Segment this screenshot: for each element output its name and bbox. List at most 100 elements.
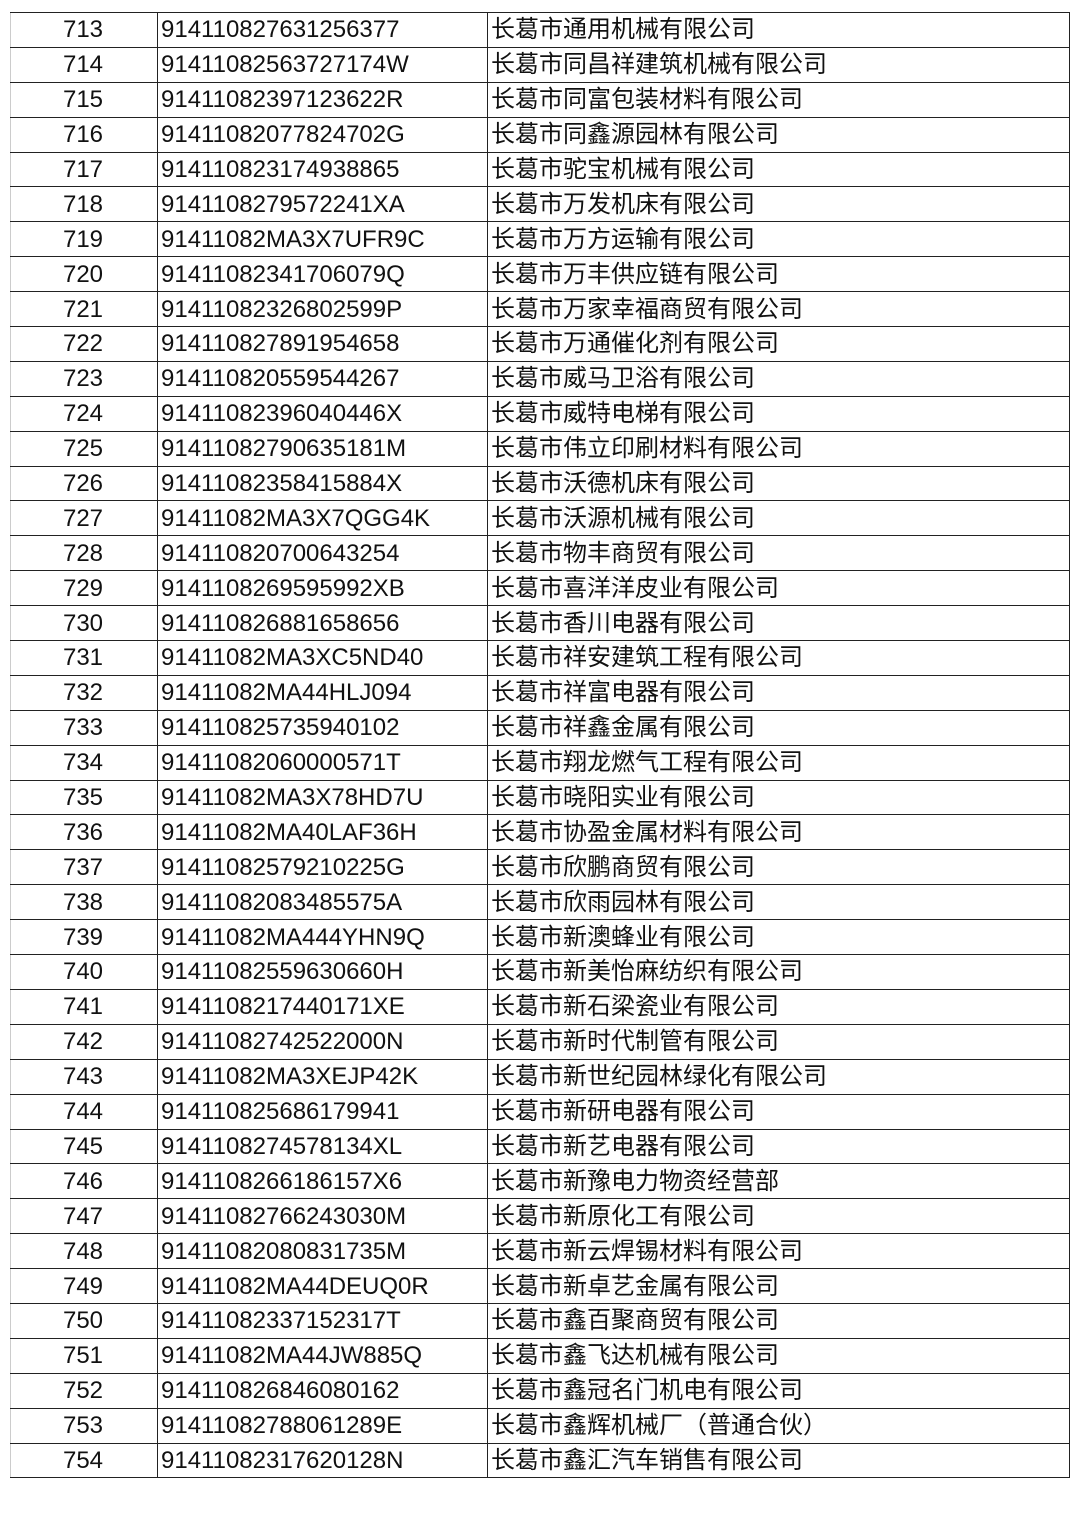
table-row: 713 91411082763125637​7 长葛市通用机械有限公司	[10, 12, 1070, 48]
row-number-cell: 739	[10, 919, 158, 956]
table-row: 750 91411082337152317T 长葛市鑫百聚商贸有限公司	[10, 1302, 1070, 1339]
row-number-cell: 753	[10, 1407, 158, 1444]
company-name-cell: 长葛市驼宝机械有限公司	[487, 151, 1070, 188]
row-number-cell: 754	[10, 1442, 158, 1479]
credit-code-cell: 91411082396040446X	[157, 395, 488, 432]
company-name-cell: 长葛市新云焊锡材料有限公司	[487, 1233, 1070, 1270]
company-name-cell: 长葛市鑫飞达机械有限公司	[487, 1337, 1070, 1374]
company-name-cell: 长葛市新研电器有限公司	[487, 1093, 1070, 1130]
company-name-cell: 长葛市协盈金属材料有限公司	[487, 814, 1070, 851]
company-name-cell: 长葛市新时代制管有限公司	[487, 1023, 1070, 1060]
credit-code-cell: 91411082358415884X	[157, 465, 488, 502]
credit-code-cell: 914110826846080162	[157, 1372, 488, 1409]
table-row: 725 91411082790635181M 长葛市伟立印刷材料有限公司	[10, 430, 1070, 467]
company-name-cell: 长葛市威马卫浴有限公司	[487, 360, 1070, 397]
table-row: 728 914110820700643254 长葛市物丰商贸有限公司	[10, 535, 1070, 572]
table-row: 732 91411082MA44HLJ094 长葛市祥富电器有限公司	[10, 674, 1070, 711]
table-row: 726 91411082358415884X 长葛市沃德机床有限公司	[10, 465, 1070, 502]
table-row: 715 91411082397123622R 长葛市同富包装材料有限公司	[10, 81, 1070, 118]
credit-code-cell: 91411082MA444YHN9Q	[157, 919, 488, 956]
row-number-cell: 748	[10, 1233, 158, 1270]
credit-code-cell: 914110825686179941	[157, 1093, 488, 1130]
credit-code-cell: 91411082MA3X7UFR9C	[157, 221, 488, 258]
credit-code-cell: 91411082MA3X78HD7U	[157, 779, 488, 816]
credit-code-cell: 9141108266186157X6	[157, 1163, 488, 1200]
company-name-cell: 长葛市万丰供应链有限公司	[487, 256, 1070, 293]
row-number-cell: 727	[10, 500, 158, 537]
credit-code-cell: 91411082MA3XEJP42K	[157, 1058, 488, 1095]
table-row: 719 91411082MA3X7UFR9C 长葛市万方运输有限公司	[10, 221, 1070, 258]
row-number-cell: 730	[10, 605, 158, 642]
company-name-cell: 长葛市新豫电力物资经营部	[487, 1163, 1070, 1200]
company-name-cell: 长葛市鑫辉机械厂（普通合伙）	[487, 1407, 1070, 1444]
row-number-cell: 728	[10, 535, 158, 572]
credit-code-cell: 91411082766243030M	[157, 1198, 488, 1235]
credit-code-cell: 91411082MA44JW885Q	[157, 1337, 488, 1374]
credit-code-cell: 91411082060000571T	[157, 744, 488, 781]
table-row: 751 91411082MA44JW885Q 长葛市鑫飞达机械有限公司	[10, 1337, 1070, 1374]
table-row: 738 91411082083485575A 长葛市欣雨园林有限公司	[10, 884, 1070, 921]
credit-code-cell: 914110820700643254	[157, 535, 488, 572]
row-number-cell: 719	[10, 221, 158, 258]
credit-code-cell: 91411082790635181M	[157, 430, 488, 467]
table-row: 723 914110820559544267 长葛市威马卫浴有限公司	[10, 360, 1070, 397]
credit-code-cell: 914110827891954658	[157, 326, 488, 362]
table-row: 735 91411082MA3X78HD7U 长葛市晓阳实业有限公司	[10, 779, 1070, 816]
table-row: 740 91411082559630660H 长葛市新美怡麻纺织有限公司	[10, 954, 1070, 990]
table-row: 730 914110826881658656 长葛市香川电器有限公司	[10, 605, 1070, 642]
row-number-cell: 734	[10, 744, 158, 781]
credit-code-cell: 91411082317620128N	[157, 1442, 488, 1479]
credit-code-cell: 91411082MA3X7QGG4K	[157, 500, 488, 537]
table-row: 736 91411082MA40LAF36H 长葛市协盈金属材料有限公司	[10, 814, 1070, 851]
credit-code-cell: 91411082MA40LAF36H	[157, 814, 488, 851]
company-name-cell: 长葛市翔龙燃气工程有限公司	[487, 744, 1070, 781]
company-name-cell: 长葛市香川电器有限公司	[487, 605, 1070, 642]
credit-code-cell: 914110825735940102	[157, 709, 488, 746]
credit-code-cell: 9141108269595992XB	[157, 570, 488, 607]
company-name-cell: 长葛市新美怡麻纺织有限公司	[487, 954, 1070, 990]
table-row: 724 91411082396040446X 长葛市威特电梯有限公司	[10, 395, 1070, 432]
company-name-cell: 长葛市同富包装材料有限公司	[487, 81, 1070, 118]
row-number-cell: 713	[10, 12, 158, 48]
table-row: 753 91411082788061289E 长葛市鑫辉机械厂（普通合伙）	[10, 1407, 1070, 1444]
table-row: 727 91411082MA3X7QGG4K 长葛市沃源机械有限公司	[10, 500, 1070, 537]
company-name-cell: 长葛市同鑫源园林有限公司	[487, 116, 1070, 153]
row-number-cell: 741	[10, 988, 158, 1025]
row-number-cell: 731	[10, 640, 158, 676]
company-registry-table: 713 91411082763125637​7 长葛市通用机械有限公司 714 9141…	[10, 12, 1070, 1479]
row-number-cell: 742	[10, 1023, 158, 1060]
company-name-cell: 长葛市通用机械有限公司	[487, 12, 1070, 48]
table-row: 745 9141108274578134XL 长葛市新艺电器有限公司	[10, 1128, 1070, 1165]
row-number-cell: 743	[10, 1058, 158, 1095]
company-name-cell: 长葛市新艺电器有限公司	[487, 1128, 1070, 1165]
table-row: 739 91411082MA444YHN9Q 长葛市新澳蜂业有限公司	[10, 919, 1070, 956]
credit-code-cell: 9141108274578134XL	[157, 1128, 488, 1165]
row-number-cell: 714	[10, 46, 158, 83]
row-number-cell: 716	[10, 116, 158, 153]
table-row: 754 91411082317620128N 长葛市鑫汇汽车销售有限公司	[10, 1442, 1070, 1479]
table-row: 742 91411082742522000N 长葛市新时代制管有限公司	[10, 1023, 1070, 1060]
company-name-cell: 长葛市万家幸福商贸有限公司	[487, 291, 1070, 328]
company-name-cell: 长葛市物丰商贸有限公司	[487, 535, 1070, 572]
company-name-cell: 长葛市祥安建筑工程有限公司	[487, 640, 1070, 676]
credit-code-cell: 91411082397123622R	[157, 81, 488, 118]
credit-code-cell: 914110826881658656	[157, 605, 488, 642]
credit-code-cell: 91411082080831735M	[157, 1233, 488, 1270]
table-row: 746 9141108266186157X6 长葛市新豫电力物资经营部	[10, 1163, 1070, 1200]
table-row: 748 91411082080831735M 长葛市新云焊锡材料有限公司	[10, 1233, 1070, 1270]
company-name-cell: 长葛市鑫冠名门机电有限公司	[487, 1372, 1070, 1409]
row-number-cell: 747	[10, 1198, 158, 1235]
company-name-cell: 长葛市鑫汇汽车销售有限公司	[487, 1442, 1070, 1479]
credit-code-cell: 91411082563727174W	[157, 46, 488, 83]
row-number-cell: 746	[10, 1163, 158, 1200]
row-number-cell: 744	[10, 1093, 158, 1130]
row-number-cell: 717	[10, 151, 158, 188]
company-name-cell: 长葛市喜洋洋皮业有限公司	[487, 570, 1070, 607]
row-number-cell: 729	[10, 570, 158, 607]
credit-code-cell: 9141108279572241XA	[157, 186, 488, 223]
company-name-cell: 长葛市威特电梯有限公司	[487, 395, 1070, 432]
table-row: 734 91411082060000571T 长葛市翔龙燃气工程有限公司	[10, 744, 1070, 781]
table-row: 720 91411082341706079Q 长葛市万丰供应链有限公司	[10, 256, 1070, 293]
table-row: 718 9141108279572241XA 长葛市万发机床有限公司	[10, 186, 1070, 223]
credit-code-cell: 914110823174938865	[157, 151, 488, 188]
